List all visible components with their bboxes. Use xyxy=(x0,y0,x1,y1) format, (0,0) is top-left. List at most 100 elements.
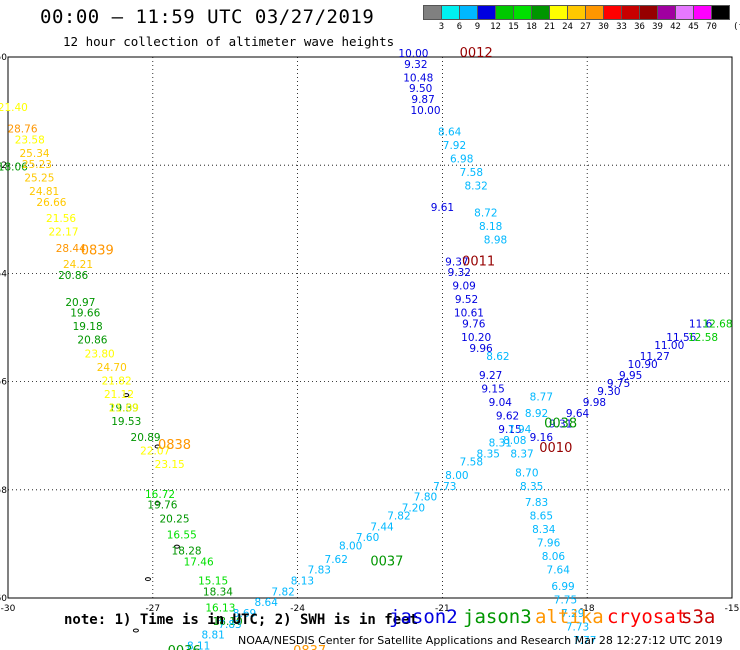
data-point-label: 7.75 xyxy=(554,594,577,606)
data-point-label: 21.40 xyxy=(0,102,28,114)
data-point-label: 28.76 xyxy=(7,124,37,136)
data-point-label: 20.86 xyxy=(58,270,88,282)
legend-cryosat: cryosat xyxy=(607,606,688,628)
data-point-label: 18.10 xyxy=(213,616,243,628)
data-point-label: 9.15 xyxy=(481,383,504,395)
color-scale-tick: 3 xyxy=(438,22,445,32)
data-point-label: 8.31 xyxy=(489,438,512,450)
data-point-label: 8.92 xyxy=(525,408,548,420)
data-point-label: 7.96 xyxy=(537,538,561,550)
data-point-label: 9.96 xyxy=(469,343,493,355)
data-point-label: 7.83 xyxy=(308,565,331,577)
color-scale-tick: 42 xyxy=(670,22,681,32)
data-point-label: 7.29 xyxy=(561,608,584,620)
data-point-label: 10.61 xyxy=(454,308,484,320)
pass-time-label: 0012 xyxy=(460,46,493,61)
pass-time-label: 0838 xyxy=(158,438,191,453)
color-scale-tick: 30 xyxy=(598,22,609,32)
data-point-label: 9.62 xyxy=(496,410,519,422)
data-point-label: 21.56 xyxy=(46,213,76,225)
data-point-label: 9.16 xyxy=(530,432,554,444)
data-point-label: 7.80 xyxy=(414,492,437,504)
data-point-label: 7.64 xyxy=(547,565,571,577)
y-tick-label: -54 xyxy=(0,269,7,279)
data-point-label: 11.6 xyxy=(689,319,713,331)
data-point-label: 7.82 xyxy=(271,586,294,598)
data-point-label: 10.00 xyxy=(410,105,440,117)
data-point-label: 8.37 xyxy=(510,448,533,460)
color-scale-tick: 24 xyxy=(562,22,573,32)
data-point-label: 8.18 xyxy=(479,221,502,233)
data-point-label: 19.66 xyxy=(70,308,100,320)
data-point-label: 9.27 xyxy=(479,370,502,382)
data-point-label: 24.81 xyxy=(29,186,59,198)
data-point-label: 23.58 xyxy=(15,135,45,147)
data-point-label: 8.77 xyxy=(530,392,553,404)
color-scale-tick: 21 xyxy=(544,22,555,32)
island-outline xyxy=(154,501,161,506)
legend-altika: altika xyxy=(535,606,604,628)
credit-line: NOAA/NESDIS Center for Satellite Applica… xyxy=(238,634,723,647)
x-tick-label: -21 xyxy=(435,604,450,614)
legend-jason2: jason2 xyxy=(389,606,458,628)
data-point-label: 9.64 xyxy=(566,408,590,420)
data-point-label: 8.64 xyxy=(438,126,462,138)
color-scale-tick: 33 xyxy=(616,22,627,32)
color-scale-unit: (ft) xyxy=(733,22,740,32)
data-point-label: 9.04 xyxy=(489,397,513,409)
data-point-label: 19.76 xyxy=(147,500,177,512)
data-point-label: 7.83 xyxy=(525,497,548,509)
data-point-label: 17.46 xyxy=(184,557,214,569)
data-point-label: 9.98 xyxy=(583,397,606,409)
data-point-label: 10.48 xyxy=(403,72,433,84)
data-point-label: 23.80 xyxy=(85,348,115,360)
data-point-label: 6.99 xyxy=(551,581,574,593)
data-point-label: 8.06 xyxy=(542,551,566,563)
data-point-label: 8.08 xyxy=(503,435,526,447)
data-point-label: 16.72 xyxy=(145,489,175,501)
data-point-label: 7.44 xyxy=(370,521,394,533)
data-point-label: 8.32 xyxy=(464,181,487,193)
data-point-label: 8.35 xyxy=(477,448,500,460)
data-point-label: 8.11 xyxy=(187,640,210,650)
data-point-label: 7.60 xyxy=(356,532,379,544)
island-outline xyxy=(132,628,139,633)
data-point-label: 19.39 xyxy=(109,402,139,414)
data-point-label: 9.75 xyxy=(607,378,630,390)
data-point-label: 11.00 xyxy=(654,340,684,352)
data-point-label: 12.58 xyxy=(688,332,718,344)
data-point-label: 9.30 xyxy=(597,386,620,398)
data-point-label: 8.62 xyxy=(486,351,509,363)
data-point-label: 21.82 xyxy=(102,375,132,387)
pass-time-label: 0837 xyxy=(293,644,326,650)
color-scale-tick: 6 xyxy=(456,22,463,32)
legend-jason3: jason3 xyxy=(463,606,532,628)
plot-frame xyxy=(7,56,733,599)
data-point-label: 28.44 xyxy=(56,243,86,255)
pass-time-label: 0037 xyxy=(370,555,403,570)
color-scale-tick: 9 xyxy=(474,22,481,32)
pass-time-label: 0036 xyxy=(168,644,201,650)
x-tick-label: -18 xyxy=(580,604,595,614)
y-tick-label: -58 xyxy=(0,486,7,496)
data-point-label: 20.25 xyxy=(159,513,189,525)
data-point-label: 7.58 xyxy=(460,456,483,468)
data-point-label: 18.34 xyxy=(203,586,233,598)
data-point-label: 25.34 xyxy=(20,148,50,160)
data-point-label: 9.76 xyxy=(462,319,486,331)
data-point-label: 9.09 xyxy=(452,281,475,293)
data-point-label: 8.81 xyxy=(201,630,224,642)
x-tick-label: -27 xyxy=(145,604,160,614)
data-point-label: 7.94 xyxy=(508,424,532,436)
color-scale-tick: 36 xyxy=(634,22,645,32)
y-tick-label: -60 xyxy=(0,594,7,604)
data-point-label: 18.28 xyxy=(172,546,202,558)
data-point-label: 7.92 xyxy=(443,140,466,152)
pass-time-label: 0011 xyxy=(462,254,495,269)
data-point-label: 21.12 xyxy=(104,389,134,401)
data-point-label: 20.89 xyxy=(131,432,161,444)
data-point-label: 24.21 xyxy=(63,259,93,271)
data-point-label: 10.90 xyxy=(628,359,658,371)
data-point-label: 7.77 xyxy=(573,635,596,647)
